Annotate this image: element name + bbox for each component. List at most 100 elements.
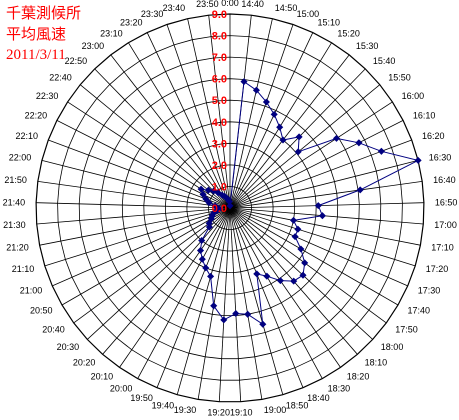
- data-point: [204, 186, 212, 194]
- grid-spoke: [79, 84, 231, 209]
- category-label: 16:00: [402, 91, 425, 101]
- category-label: 20:50: [30, 306, 53, 316]
- category-label: 21:00: [20, 285, 43, 295]
- category-label: 15:10: [318, 18, 341, 28]
- grid-spoke: [52, 207, 231, 287]
- data-point: [332, 134, 341, 142]
- category-label: 19:20: [207, 408, 230, 418]
- data-point: [225, 198, 233, 206]
- radial-tick-label: 8.0: [212, 31, 227, 43]
- grid-spoke: [229, 207, 341, 368]
- data-point: [220, 316, 228, 324]
- series-line: [199, 80, 420, 326]
- grid-ring: [208, 185, 252, 230]
- category-label: 17:40: [408, 306, 431, 316]
- category-label: 18:10: [365, 358, 388, 368]
- grid-spoke: [229, 181, 423, 209]
- grid-spoke: [229, 160, 419, 209]
- grid-spoke: [229, 24, 294, 209]
- category-label: 18:20: [347, 372, 370, 382]
- data-point: [276, 123, 284, 131]
- series-layer: [196, 78, 422, 328]
- data-point: [202, 195, 210, 203]
- chart-title-line-1: 千葉測候所: [6, 6, 82, 22]
- grid-spoke: [41, 160, 231, 209]
- radial-tick-label: 7.0: [212, 52, 227, 64]
- data-point: [295, 133, 303, 141]
- grid-ring: [57, 35, 403, 381]
- data-point: [414, 156, 422, 164]
- grid-spoke: [39, 207, 231, 246]
- grid-spoke: [166, 24, 231, 209]
- category-label: 16:10: [413, 110, 436, 120]
- grid-spoke: [137, 207, 231, 379]
- grid-spoke: [229, 207, 421, 246]
- category-label: 14:40: [241, 0, 264, 9]
- data-point: [314, 202, 322, 210]
- category-label: 20:20: [73, 358, 96, 368]
- grid-ring: [121, 99, 339, 317]
- grid-spoke: [44, 207, 231, 267]
- data-point: [276, 277, 284, 285]
- category-label: 17:30: [418, 285, 441, 295]
- category-label: 19:30: [174, 405, 197, 415]
- category-label: 23:00: [82, 41, 105, 51]
- data-point: [299, 271, 307, 279]
- grid-spoke: [128, 42, 231, 209]
- category-label: 22:40: [49, 73, 72, 83]
- data-point: [377, 147, 385, 155]
- grid-spoke: [229, 18, 273, 209]
- category-label: 15:00: [297, 9, 320, 19]
- grid-spoke: [229, 207, 416, 267]
- grid-spoke: [36, 202, 231, 209]
- grid-spoke: [229, 207, 424, 225]
- category-label: 15:20: [337, 28, 360, 38]
- data-point: [232, 309, 240, 318]
- grid-ring: [100, 78, 360, 338]
- data-point: [263, 272, 271, 280]
- data-point: [211, 202, 219, 210]
- grid-spoke: [48, 139, 231, 209]
- category-label: 20:10: [91, 372, 114, 382]
- grid-spoke: [229, 120, 404, 209]
- data-point: [196, 246, 205, 255]
- grid-spoke: [229, 207, 263, 400]
- radar-spokes: [36, 14, 424, 402]
- grid-spoke: [67, 101, 231, 209]
- grid-spoke: [61, 207, 231, 306]
- grid-spoke: [36, 207, 231, 225]
- grid-spoke: [73, 207, 231, 324]
- category-label: 16:20: [422, 131, 445, 141]
- grid-spoke: [218, 207, 231, 402]
- grid-spoke: [208, 15, 231, 209]
- data-point: [301, 259, 309, 267]
- category-label: 23:20: [120, 18, 143, 28]
- category-label: 23:10: [100, 28, 123, 38]
- data-point: [297, 245, 305, 253]
- data-point: [279, 136, 287, 144]
- radar-grid: [35, 13, 425, 403]
- data-point: [197, 185, 205, 193]
- data-point: [252, 86, 260, 94]
- grid-spoke: [229, 207, 323, 379]
- data-point: [289, 216, 298, 224]
- data-point: [355, 139, 363, 147]
- category-label: 15:30: [356, 41, 379, 51]
- data-point: [294, 148, 302, 156]
- category-label: 23:50: [196, 0, 219, 9]
- category-label: 22:20: [25, 110, 48, 120]
- data-point: [294, 225, 302, 233]
- radial-tick-label: 4.0: [212, 117, 227, 129]
- category-label: 17:50: [395, 324, 418, 334]
- category-label: 16:40: [433, 175, 456, 185]
- data-point: [205, 199, 213, 207]
- category-label: 19:40: [152, 400, 175, 410]
- grid-spoke: [229, 101, 393, 209]
- category-label: 16:30: [429, 153, 452, 163]
- category-label: 20:40: [42, 324, 65, 334]
- radial-tick-label: 3.0: [212, 138, 227, 150]
- data-point: [259, 320, 267, 328]
- category-label: 21:40: [3, 197, 26, 207]
- data-point: [356, 186, 364, 194]
